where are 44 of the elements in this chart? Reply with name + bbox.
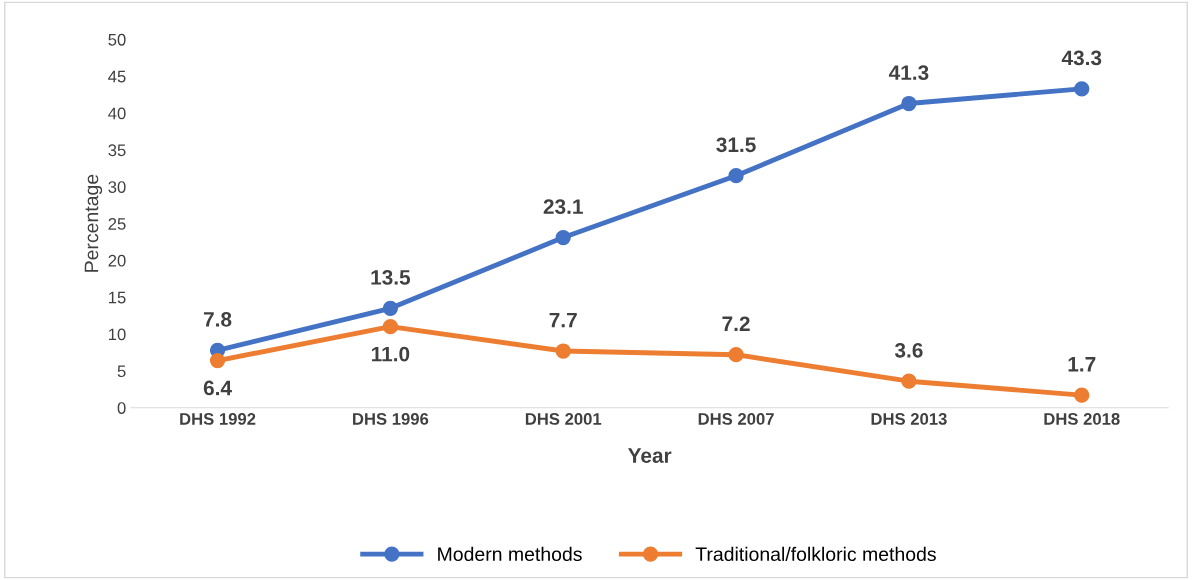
y-tick-label: 15 xyxy=(108,291,126,304)
point xyxy=(382,319,399,335)
y-tick-label: 40 xyxy=(108,107,126,120)
y-tick-label: 0 xyxy=(117,402,126,414)
data-label: 41.3 xyxy=(888,65,929,80)
data-label: 1.7 xyxy=(1068,357,1096,372)
y-tick-label: 35 xyxy=(108,144,126,157)
x-tick-label: DHS 2013 xyxy=(871,413,947,425)
y-axis-title: Percentage xyxy=(84,174,103,272)
x-tick-label: DHS 2001 xyxy=(525,413,602,425)
point xyxy=(555,229,571,246)
data-label: 7.8 xyxy=(203,311,232,327)
x-axis-title: Year xyxy=(627,448,672,463)
y-tick-label: 30 xyxy=(108,181,126,193)
x-tick-label: DHS 1992 xyxy=(180,413,256,425)
y-tick-label: 50 xyxy=(108,33,126,46)
data-label: 23.1 xyxy=(543,199,583,215)
legend-label: Traditional/folkloric methods xyxy=(695,546,936,562)
data-label: 3.6 xyxy=(894,342,923,358)
y-tick-label: 45 xyxy=(108,70,126,83)
point xyxy=(555,343,571,359)
point xyxy=(209,352,226,369)
data-label: 43.3 xyxy=(1061,50,1102,66)
data-label: 13.5 xyxy=(371,269,411,285)
point xyxy=(1074,387,1090,403)
legend-label: Modern methods xyxy=(438,546,582,562)
data-label: 7.7 xyxy=(549,312,577,328)
point xyxy=(901,95,917,112)
data-label: 11.0 xyxy=(371,346,410,362)
x-tick-label: DHS 2007 xyxy=(698,413,774,425)
point xyxy=(901,373,917,389)
data-label: 6.4 xyxy=(203,380,232,396)
point xyxy=(728,168,744,184)
y-tick-label: 25 xyxy=(108,217,126,230)
point xyxy=(1074,81,1090,97)
y-tick-label: 10 xyxy=(108,328,126,341)
data-label: 31.5 xyxy=(716,137,756,153)
x-tick-label: DHS 2018 xyxy=(1044,413,1120,425)
point xyxy=(382,300,399,316)
point xyxy=(728,347,744,363)
y-tick-label: 5 xyxy=(117,365,126,378)
x-tick-label: DHS 1996 xyxy=(353,413,429,425)
y-tick-label: 20 xyxy=(108,254,126,267)
data-label: 7.2 xyxy=(722,316,750,331)
